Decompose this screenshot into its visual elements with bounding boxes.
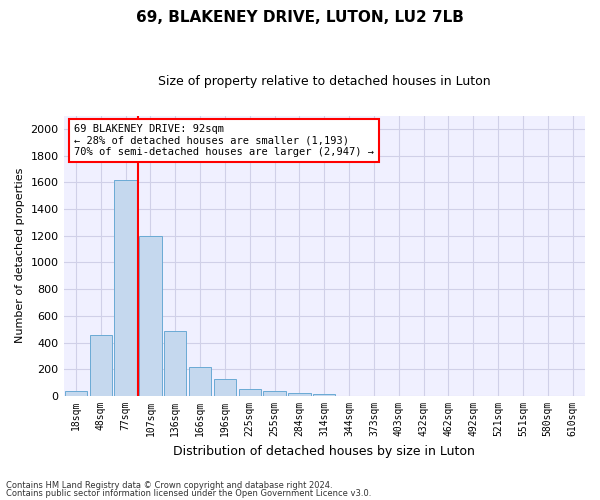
Title: Size of property relative to detached houses in Luton: Size of property relative to detached ho…: [158, 75, 491, 88]
Bar: [288, 392, 311, 396]
Text: Contains public sector information licensed under the Open Government Licence v3: Contains public sector information licen…: [6, 489, 371, 498]
Text: 69, BLAKENEY DRIVE, LUTON, LU2 7LB: 69, BLAKENEY DRIVE, LUTON, LU2 7LB: [136, 10, 464, 25]
Bar: [313, 394, 335, 396]
Y-axis label: Number of detached properties: Number of detached properties: [15, 168, 25, 344]
Bar: [214, 378, 236, 396]
X-axis label: Distribution of detached houses by size in Luton: Distribution of detached houses by size …: [173, 444, 475, 458]
Bar: [139, 236, 161, 396]
Bar: [239, 390, 261, 396]
Bar: [65, 390, 87, 396]
Text: 69 BLAKENEY DRIVE: 92sqm
← 28% of detached houses are smaller (1,193)
70% of sem: 69 BLAKENEY DRIVE: 92sqm ← 28% of detach…: [74, 124, 374, 157]
Text: Contains HM Land Registry data © Crown copyright and database right 2024.: Contains HM Land Registry data © Crown c…: [6, 480, 332, 490]
Bar: [189, 368, 211, 396]
Bar: [164, 330, 187, 396]
Bar: [115, 180, 137, 396]
Bar: [263, 390, 286, 396]
Bar: [89, 334, 112, 396]
